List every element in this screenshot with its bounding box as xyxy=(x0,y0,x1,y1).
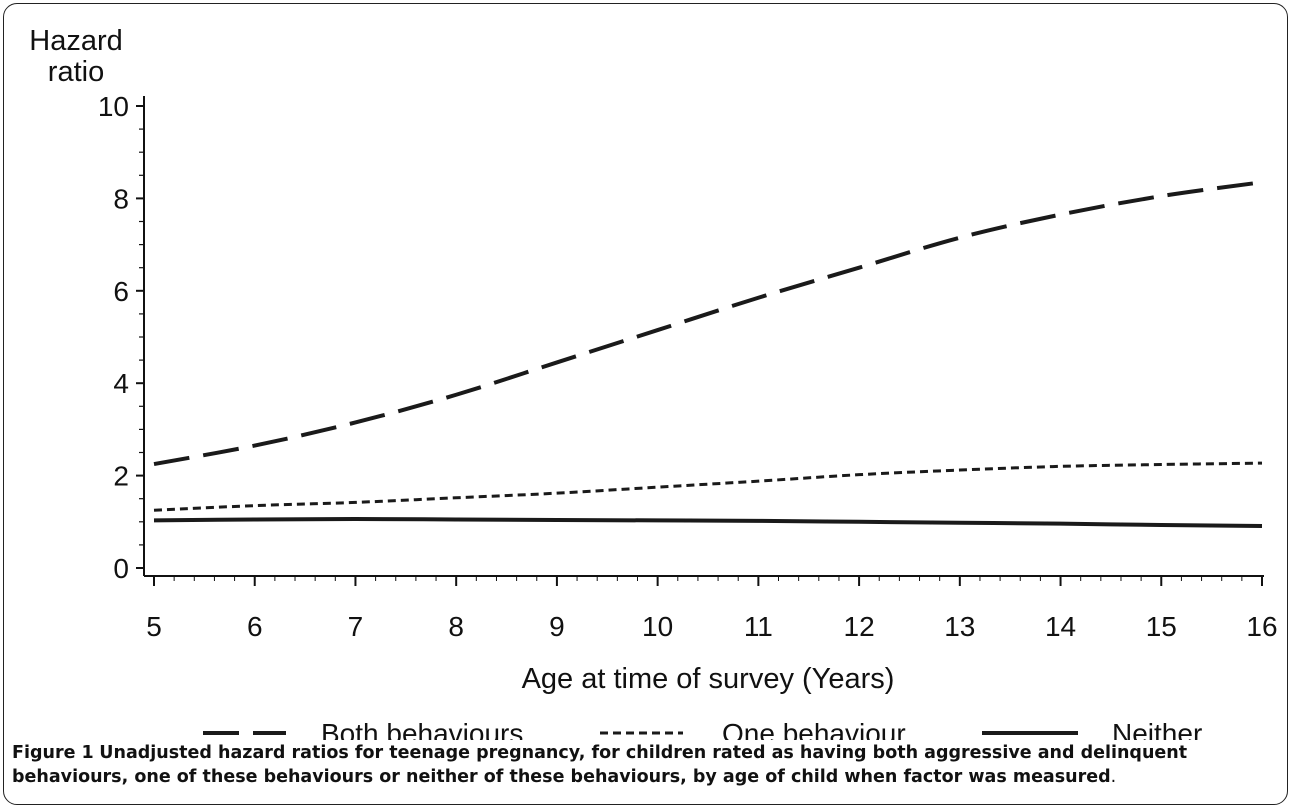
series-line-0 xyxy=(153,180,1263,467)
y-tick-label: 0 xyxy=(113,553,129,584)
legend-label-1: One behaviour xyxy=(722,718,906,740)
x-tick-label: 5 xyxy=(146,611,162,642)
legend-label-0: Both behaviours xyxy=(321,718,523,740)
y-tick-label: 4 xyxy=(113,368,129,399)
y-axis-title-line-1: Hazard xyxy=(29,25,123,57)
y-tick-label: 6 xyxy=(113,276,129,307)
figure-caption: Figure 1 Unadjusted hazard ratios for te… xyxy=(12,741,1280,789)
x-tick-label: 13 xyxy=(944,611,975,642)
y-axis-ticks: 0 2 4 6 8 10 xyxy=(98,91,144,584)
caption-text: Unadjusted hazard ratios for teenage pre… xyxy=(12,743,1188,787)
x-tick-label: 15 xyxy=(1146,611,1177,642)
x-tick-label: 8 xyxy=(448,611,464,642)
series-line-2 xyxy=(153,517,1263,528)
x-tick-label: 16 xyxy=(1246,611,1277,642)
x-tick-label: 11 xyxy=(744,611,773,642)
x-tick-label: 10 xyxy=(642,611,673,642)
series-layer xyxy=(153,180,1263,528)
y-tick-label: 2 xyxy=(113,461,129,492)
x-tick-label: 12 xyxy=(844,611,875,642)
x-tick-label: 7 xyxy=(348,611,364,642)
x-tick-label: 6 xyxy=(247,611,263,642)
legend: Both behaviours One behaviour Neither xyxy=(203,718,1202,740)
y-axis-title: Hazard ratio xyxy=(29,25,123,88)
x-tick-label: 14 xyxy=(1045,611,1076,642)
y-tick-label: 8 xyxy=(113,183,129,214)
legend-label-2: Neither xyxy=(1112,718,1202,740)
caption-label: Figure 1 xyxy=(12,743,94,763)
y-axis-title-line-2: ratio xyxy=(48,56,104,88)
series-line-1 xyxy=(153,461,1263,512)
caption-end: . xyxy=(1110,767,1117,787)
figure-frame xyxy=(3,3,1288,805)
line-chart: Hazard ratio 0 2 4 6 8 10 5 6 7 8 9 10 11 12 13 14 15 16… xyxy=(29,25,1278,740)
x-axis-ticks: 5 6 7 8 9 10 11 12 13 14 15 16 xyxy=(146,576,1278,642)
x-axis-title: Age at time of survey (Years) xyxy=(522,663,895,695)
y-tick-label: 10 xyxy=(98,91,129,122)
x-tick-label: 9 xyxy=(549,611,565,642)
